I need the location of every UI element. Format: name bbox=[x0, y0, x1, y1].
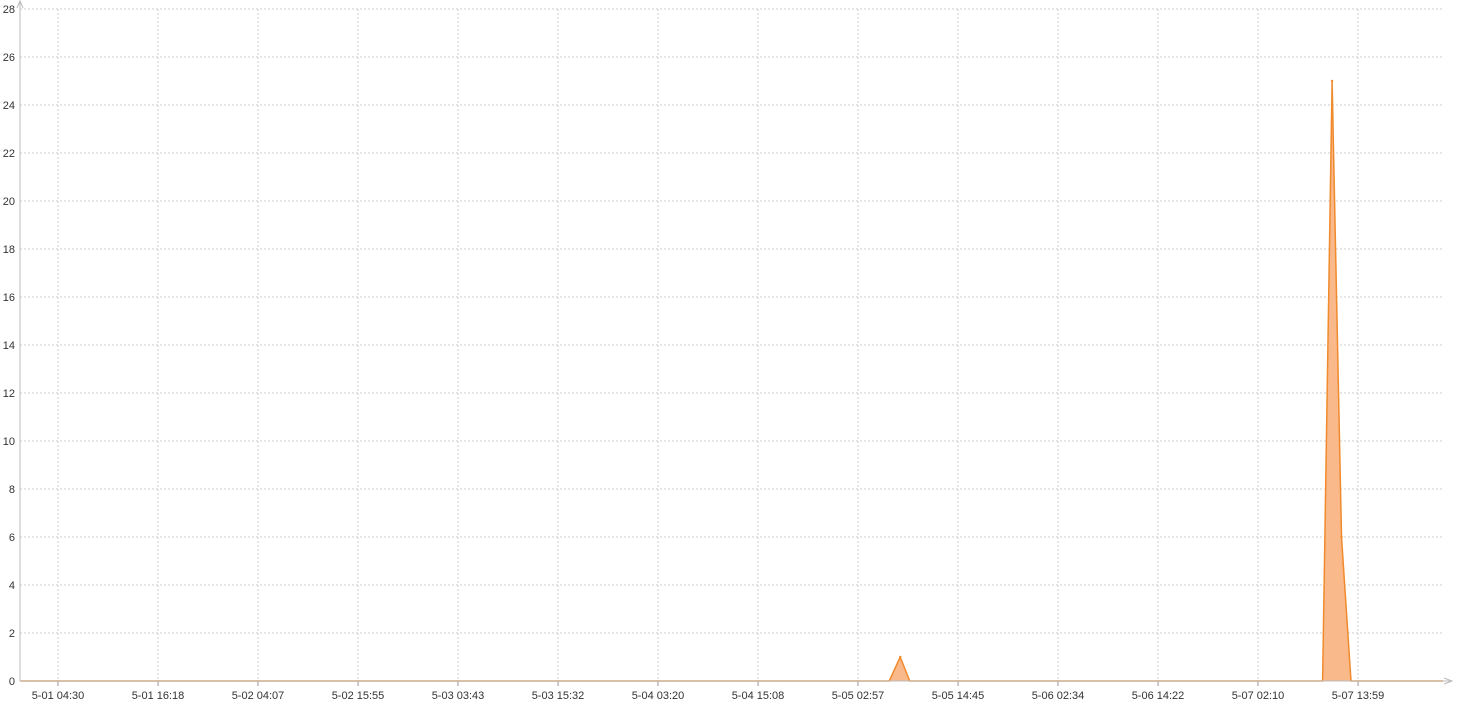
y-tick-label: 4 bbox=[9, 580, 15, 592]
y-tick-label: 14 bbox=[3, 340, 15, 352]
y-tick-label: 24 bbox=[3, 100, 15, 112]
series-area bbox=[20, 81, 1443, 681]
x-tick-label: 5-06 14:22 bbox=[1132, 690, 1185, 702]
x-axis-arrow bbox=[1443, 677, 1454, 685]
data-point bbox=[899, 655, 902, 659]
series-line bbox=[20, 80, 1443, 682]
y-tick-label: 12 bbox=[3, 388, 15, 400]
x-tick-label: 5-05 02:57 bbox=[832, 690, 885, 702]
data-point bbox=[1340, 535, 1343, 539]
y-tick-label: 28 bbox=[3, 4, 15, 16]
grid-lines bbox=[20, 8, 1443, 681]
y-tick-label: 22 bbox=[3, 148, 15, 160]
y-tick-label: 6 bbox=[9, 532, 15, 544]
x-tick-label: 5-04 03:20 bbox=[632, 690, 685, 702]
x-tick-label: 5-07 02:10 bbox=[1232, 690, 1285, 702]
x-tick-label: 5-02 15:55 bbox=[332, 690, 385, 702]
data-point bbox=[1330, 79, 1334, 83]
x-axis-ticks: 5-01 04:30 5-01 16:18 5-02 04:07 5-02 15:55… bbox=[32, 690, 1385, 702]
series-layer bbox=[20, 79, 1443, 682]
x-tick-label: 5-01 04:30 bbox=[32, 690, 85, 702]
x-tick-label: 5-01 16:18 bbox=[132, 690, 185, 702]
y-tick-label: 8 bbox=[9, 484, 15, 496]
y-tick-label: 26 bbox=[3, 52, 15, 64]
x-tick-label: 5-02 04:07 bbox=[232, 690, 285, 702]
y-tick-label: 0 bbox=[9, 676, 15, 688]
y-tick-label: 20 bbox=[3, 196, 15, 208]
x-tick-label: 5-03 03:43 bbox=[432, 690, 485, 702]
y-tick-label: 18 bbox=[3, 244, 15, 256]
x-tick-label: 5-05 14:45 bbox=[932, 690, 985, 702]
axes bbox=[16, 0, 1454, 686]
x-tick-label: 5-07 13:59 bbox=[1332, 690, 1385, 702]
x-tick-label: 5-04 15:08 bbox=[732, 690, 785, 702]
y-axis-arrow bbox=[16, 0, 24, 9]
x-tick-label: 5-03 15:32 bbox=[532, 690, 585, 702]
y-tick-label: 16 bbox=[3, 292, 15, 304]
y-tick-label: 10 bbox=[3, 436, 15, 448]
y-tick-label: 2 bbox=[9, 628, 15, 640]
x-tick-label: 5-06 02:34 bbox=[1032, 690, 1085, 702]
